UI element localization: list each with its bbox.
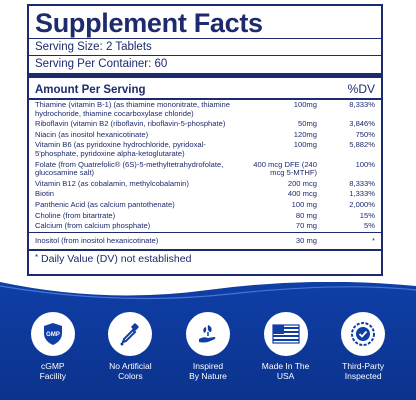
nutrient-name: Folate (from Quatrefolic® (6S)-5-methylt… <box>35 159 224 178</box>
nutrient-amount: 70 mg <box>295 221 317 231</box>
svg-text:GMP: GMP <box>46 332 60 338</box>
nutrient-amount: 50mg <box>298 119 317 129</box>
nutrient-row: Riboflavin (vitamin B2 (riboflavin, ribo… <box>35 119 375 130</box>
nutrient-amount: 100mg <box>293 100 317 109</box>
facts-title: Supplement Facts <box>35 8 263 38</box>
divider <box>29 249 381 252</box>
nutrient-row: Niacin (as inositol hexanicotinate) 120m… <box>35 130 375 141</box>
badge-label: Third-Party Inspected <box>342 361 385 381</box>
nutrient-dv: 1,333% <box>349 189 375 199</box>
nutrient-row: Biotin 400 mcg 1,333% <box>35 189 375 200</box>
nutrient-dv: 2,000% <box>349 199 375 209</box>
nutrient-row: Panthenic Acid (as calcium pantothenate)… <box>35 200 375 211</box>
usa-flag-icon <box>263 312 308 356</box>
nutrient-amount: 400 mcg <box>287 189 317 199</box>
nutrient-name: Riboflavin (vitamin B2 (riboflavin, ribo… <box>35 119 226 129</box>
supplement-facts-panel: Supplement Facts Serving Size: 2 Tablets… <box>27 4 383 276</box>
badge-label: cGMP Facility <box>39 361 67 381</box>
nutrient-name: Inositol (from inositol hexanicotinate) <box>35 235 159 245</box>
dropper-icon <box>108 312 153 356</box>
nutrient-amount: 400 mcg DFE (240 mcg 5-MTHF) <box>253 159 317 178</box>
nutrient-name: Calcium (from calcium phosphate) <box>35 221 151 231</box>
nutrient-dv: 15% <box>359 210 375 220</box>
divider <box>29 98 381 100</box>
nutrient-name: Panthenic Acid (as calcium pantothenate) <box>35 199 175 209</box>
divider <box>29 55 381 56</box>
badge-made-in-usa: Made In The USA <box>251 312 321 400</box>
amount-header: Amount Per Serving <box>35 84 146 96</box>
badge-label: Inspired By Nature <box>189 361 227 381</box>
badge-no-artificial-colors: No Artificial Colors <box>95 312 165 400</box>
nutrient-amount: 100 mg <box>291 199 317 209</box>
nutrient-name: Niacin (as inositol hexanicotinate) <box>35 129 149 139</box>
footnote-text: Daily Value (DV) not established <box>41 253 192 266</box>
thick-divider <box>29 73 381 78</box>
badge-label: No Artificial Colors <box>109 361 152 381</box>
nutrient-amount: 30 mg <box>295 235 317 245</box>
badge-third-party-inspected: Third-Party Inspected <box>328 312 398 400</box>
nutrient-dv: 3,846% <box>349 119 375 129</box>
badge-list: GMP cGMP Facility No Artificial Colors <box>0 312 416 400</box>
nutrient-amount: 80 mg <box>295 210 317 220</box>
dv-header: %DV <box>347 82 375 96</box>
badge-inspired-by-nature: Inspired By Nature <box>173 312 243 400</box>
nutrient-dv: 100% <box>355 159 375 169</box>
badge-band: GMP cGMP Facility No Artificial Colors <box>0 282 416 400</box>
nutrient-row: Thiamine (vitamin B-1) (as thiamine mono… <box>35 100 375 119</box>
nutrient-name: Biotin <box>35 189 54 199</box>
nutrient-dv: * <box>372 235 375 245</box>
footnote: * Daily Value (DV) not established <box>35 253 375 265</box>
amount-header-row: Amount Per Serving %DV <box>35 78 375 98</box>
serving-size: Serving Size: 2 Tablets <box>35 41 152 53</box>
nutrient-name: Vitamin B12 (as cobalamin, methylcobalam… <box>35 178 189 188</box>
nutrient-dv: 8,333% <box>349 100 375 109</box>
nutrient-row: Calcium (from calcium phosphate) 70 mg 5… <box>29 221 381 233</box>
nutrient-row: Vitamin B6 (as pyridoxine hydrochloride,… <box>35 140 375 159</box>
leaf-hand-icon <box>185 312 230 356</box>
footnote-star: * <box>35 253 39 263</box>
nutrient-dv: 750% <box>355 129 375 139</box>
badge-label: Made In The USA <box>261 361 310 381</box>
nutrient-dv: 8,333% <box>349 178 375 188</box>
nutrient-row: Folate (from Quatrefolic® (6S)-5-methylt… <box>35 160 375 179</box>
wave-divider <box>0 282 416 300</box>
badge-cgmp: GMP cGMP Facility <box>18 312 88 400</box>
nutrient-amount: 200 mcg <box>287 178 317 188</box>
servings-per-container: Serving Per Container: 60 <box>35 58 168 70</box>
nutrient-name: Choline (from bitartrate) <box>35 210 116 220</box>
nutrient-name: Thiamine (vitamin B-1) (as thiamine mono… <box>35 100 230 118</box>
gmp-shield-icon: GMP <box>30 312 75 356</box>
divider <box>29 38 381 39</box>
nutrient-row: Choline (from bitartrate) 80 mg 15% <box>35 211 375 222</box>
nutrient-dv: 5% <box>364 221 375 231</box>
nutrient-amount: 100mg <box>293 140 317 150</box>
nutrient-row: Vitamin B12 (as cobalamin, methylcobalam… <box>35 179 375 190</box>
nutrient-amount: 120mg <box>293 129 317 139</box>
nutrient-dv: 5,882% <box>349 140 375 150</box>
nutrient-name: Vitamin B6 (as pyridoxine hydrochloride,… <box>35 140 206 158</box>
check-seal-icon <box>341 312 386 356</box>
label-area: Supplement Facts Serving Size: 2 Tablets… <box>27 4 383 276</box>
nutrient-row-inositol: Inositol (from inositol hexanicotinate) … <box>35 233 375 247</box>
